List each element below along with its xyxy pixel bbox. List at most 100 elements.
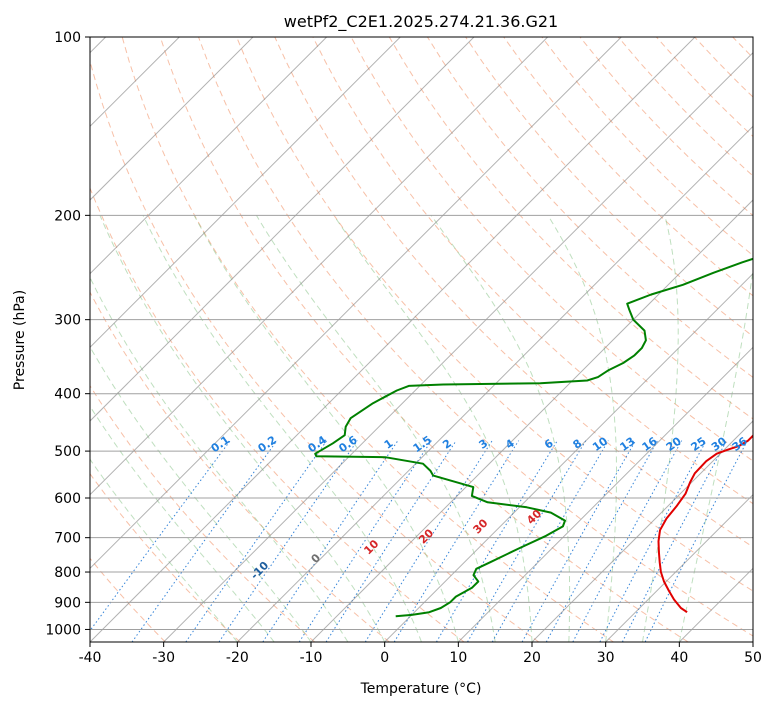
- dry-adiabat-label: 20: [416, 526, 436, 546]
- x-tick-label: 40: [670, 650, 688, 666]
- x-tick-label: -30: [152, 650, 175, 666]
- y-tick-label: 500: [54, 444, 81, 460]
- isotherm-line: [752, 641, 753, 642]
- dry-adiabat-line: [90, 291, 390, 642]
- moist-adiabat-line: [678, 265, 753, 642]
- moist-adiabat-line: [142, 215, 422, 642]
- mixing-ratio-label: 4: [503, 437, 517, 452]
- isotherm-line: [90, 37, 696, 642]
- y-tick-label: 200: [54, 208, 81, 224]
- isotherm-line: [90, 37, 549, 496]
- isotherm-line: [163, 51, 753, 642]
- dry-adiabat-line: [159, 37, 689, 642]
- dry-adiabat-label: 10: [361, 537, 381, 557]
- y-tick-label: 900: [54, 595, 81, 611]
- x-axis-ticks: -40 -30 -20 -10 0 10 20 30 40 50: [79, 642, 762, 666]
- moist-adiabat-line: [642, 215, 679, 642]
- dry-adiabat-line: [771, 37, 775, 642]
- dry-adiabat-line: [312, 37, 753, 505]
- x-tick-label: -40: [79, 650, 102, 666]
- dry-adiabat-line: [732, 37, 753, 59]
- dry-adiabat-label: 30: [471, 516, 491, 536]
- dry-adiabat-label: -10: [248, 559, 271, 582]
- mixing-ratio-line: [364, 440, 493, 642]
- moist-adiabat-line: [90, 345, 312, 642]
- mixing-ratio-line: [325, 440, 457, 642]
- x-tick-label: 0: [380, 650, 389, 666]
- mixing-ratio-line: [298, 440, 432, 642]
- isotherm-line: [457, 346, 753, 642]
- chart-title: wetPf2_C2E1.2025.274.21.36.G21: [284, 12, 558, 32]
- isotherm-line: [310, 199, 753, 642]
- dry-adiabat-line: [121, 37, 614, 642]
- temperature-profile-line: [657, 434, 753, 614]
- y-axis-label: Pressure (hPa): [12, 290, 28, 390]
- moist-adiabat-line: [99, 215, 386, 642]
- mixing-ratio-label: 1: [382, 437, 396, 452]
- dry-adiabat-line: [656, 37, 753, 138]
- mixing-ratio-line: [644, 440, 748, 642]
- x-tick-label: -20: [226, 650, 249, 666]
- y-tick-label: 600: [54, 491, 81, 507]
- mixing-ratio-line: [131, 440, 278, 642]
- isotherm-line: [236, 125, 753, 642]
- moist-adiabat-line: [90, 405, 275, 642]
- dry-adiabat-line: [503, 37, 753, 297]
- mixing-ratio-line: [521, 440, 637, 642]
- isotherm-line: [678, 567, 753, 642]
- isotherm-line: [531, 420, 753, 642]
- x-tick-label: -10: [300, 650, 323, 666]
- mixing-ratio-label: 0.4: [306, 433, 330, 455]
- mixing-ratio-label: 0.2: [256, 433, 279, 455]
- mixing-ratio-label: 2: [440, 437, 454, 452]
- dry-adiabat-line: [426, 37, 753, 378]
- mixing-ratio-line: [393, 440, 520, 642]
- moist-adiabat-line: [547, 215, 617, 642]
- x-tick-label: 50: [744, 650, 762, 666]
- y-tick-label: 700: [54, 531, 81, 547]
- dry-adiabat-line: [274, 37, 753, 548]
- x-tick-label: 30: [597, 650, 615, 666]
- dewpoint-profile-line: [314, 257, 753, 618]
- moist-adiabat-line: [90, 458, 238, 642]
- y-axis-ticks: 100 200 300 400 500 600 700 800 900 1000: [45, 30, 90, 638]
- isotherm-line: [384, 272, 753, 642]
- dry-adiabat-line: [90, 384, 316, 642]
- isotherm-line: [90, 37, 622, 570]
- isotherm-line: [90, 37, 401, 349]
- mixing-ratio-line: [467, 440, 587, 642]
- mixing-ratio-line: [545, 440, 659, 642]
- isotherm-line: [90, 37, 328, 275]
- plot-frame: [89, 36, 754, 643]
- x-tick-label: 20: [523, 650, 541, 666]
- mixing-ratio-line: [572, 440, 683, 642]
- dry-adiabat-line: [388, 37, 753, 420]
- y-tick-label: 300: [54, 313, 81, 329]
- y-tick-label: 1000: [45, 622, 81, 638]
- background-lines: [90, 37, 775, 642]
- dry-adiabat-line: [90, 59, 540, 642]
- mixing-ratio-label: 0.1: [209, 433, 232, 455]
- mixing-ratio-label: 1.5: [411, 433, 434, 455]
- mixing-ratio-line: [218, 440, 358, 642]
- x-axis-label: Temperature (°C): [360, 681, 482, 697]
- isotherm-line: [90, 37, 254, 201]
- y-tick-label: 800: [54, 565, 81, 581]
- x-tick-label: 10: [449, 650, 467, 666]
- mixing-ratio-line: [90, 440, 231, 632]
- dry-adiabat-line: [236, 37, 753, 592]
- dry-adiabat-line: [90, 472, 241, 642]
- dry-adiabat-line: [465, 37, 753, 338]
- moist-adiabat-line: [255, 215, 496, 642]
- mixing-ratio-line: [491, 440, 609, 642]
- y-tick-label: 100: [54, 30, 81, 46]
- mixing-ratio-line: [599, 440, 707, 642]
- dry-adiabat-line: [90, 186, 465, 642]
- moist-adiabat-line: [430, 215, 571, 642]
- mixing-ratio-line: [262, 440, 399, 642]
- moist-adiabat-line: [333, 215, 533, 642]
- mixing-ratio-line: [435, 440, 558, 642]
- isopleth-labels: 0.10.20.40.611.52346810131620253036-100-…: [209, 433, 750, 582]
- dry-adiabat-line: [350, 37, 753, 462]
